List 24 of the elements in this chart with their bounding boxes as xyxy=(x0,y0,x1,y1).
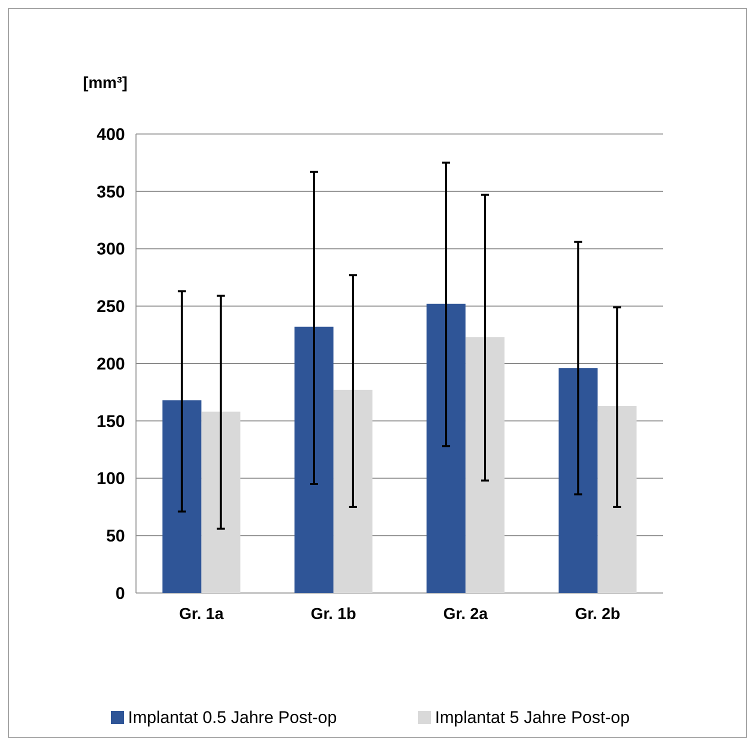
x-tick-label: Gr. 1a xyxy=(179,606,224,623)
y-tick-label: 300 xyxy=(96,240,125,259)
bar xyxy=(201,412,240,593)
x-tick-label: Gr. 2a xyxy=(443,606,488,623)
y-tick-label: 150 xyxy=(96,412,125,431)
bar xyxy=(598,406,637,593)
bar xyxy=(426,304,466,593)
y-tick-label: 0 xyxy=(116,584,125,603)
legend-label: Implantat 5 Jahre Post-op xyxy=(435,708,630,727)
y-tick-label: 250 xyxy=(96,297,125,316)
y-axis-title: [mm³] xyxy=(83,75,128,92)
bar xyxy=(333,390,372,593)
x-tick-label: Gr. 1b xyxy=(310,606,356,623)
y-tick-label: 400 xyxy=(96,124,125,144)
legend-label: Implantat 0.5 Jahre Post-op xyxy=(128,708,337,727)
bar xyxy=(162,400,202,593)
y-tick-label: 100 xyxy=(96,469,125,488)
bar xyxy=(466,337,505,593)
bar xyxy=(294,326,334,593)
y-tick-label: 50 xyxy=(106,526,125,546)
y-tick-label: 200 xyxy=(96,354,125,374)
y-tick-label: 350 xyxy=(96,182,125,202)
bar xyxy=(558,368,598,593)
x-tick-label: Gr. 2b xyxy=(574,606,621,623)
